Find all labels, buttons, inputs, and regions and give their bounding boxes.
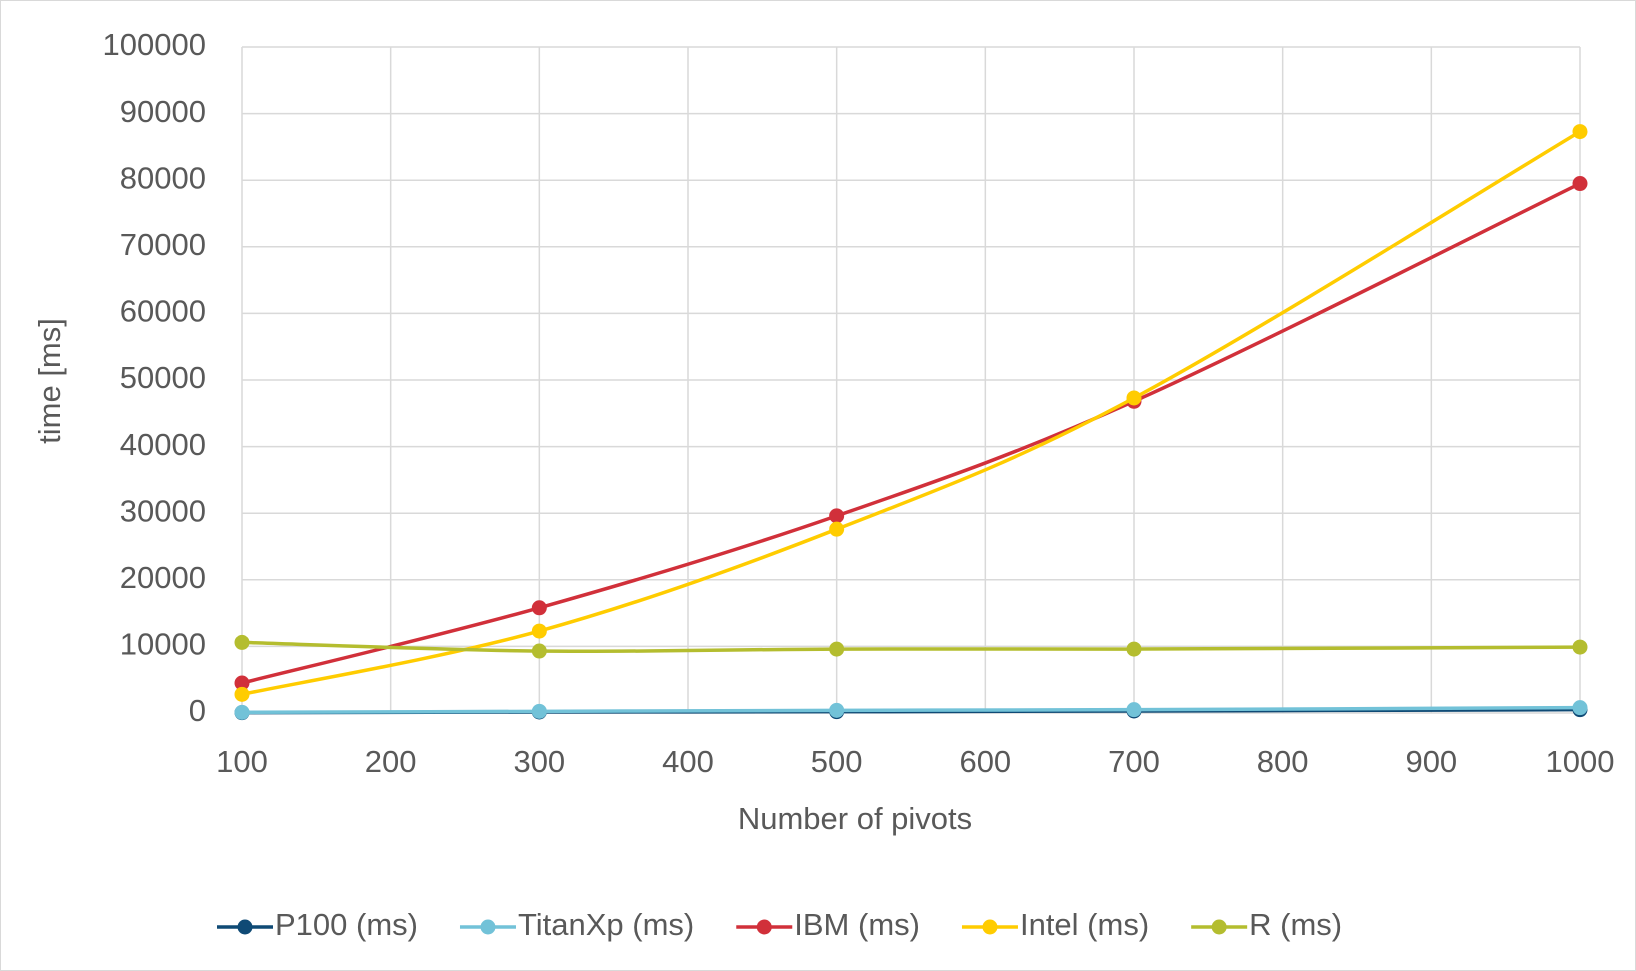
x-tick-label: 500 — [811, 744, 863, 779]
legend-label: TitanXp (ms) — [518, 907, 694, 942]
series-marker — [1572, 700, 1588, 716]
x-axis-label: Number of pivots — [738, 801, 972, 836]
x-tick-label: 1000 — [1546, 744, 1615, 779]
series-marker — [1572, 639, 1588, 655]
y-tick-label: 70000 — [120, 227, 206, 262]
y-tick-label: 80000 — [120, 160, 206, 195]
x-tick-label: 700 — [1108, 744, 1160, 779]
y-axis-label: time [ms] — [32, 318, 67, 444]
legend-marker — [756, 919, 772, 935]
series-marker — [234, 704, 250, 720]
series-line — [241, 705, 1581, 715]
y-tick-label: 10000 — [120, 627, 206, 662]
legend-label: R (ms) — [1249, 907, 1342, 942]
series-marker — [1572, 176, 1588, 192]
series-marker — [234, 675, 250, 691]
series-marker — [531, 600, 547, 616]
y-tick-label: 90000 — [120, 94, 206, 129]
x-tick-label: 900 — [1405, 744, 1457, 779]
y-tick-label: 50000 — [120, 360, 206, 395]
series-marker — [829, 641, 845, 657]
series-marker — [531, 643, 547, 659]
legend-marker — [1211, 919, 1227, 935]
x-tick-label: 100 — [216, 744, 268, 779]
series-marker — [1126, 641, 1142, 657]
series-marker — [829, 702, 845, 718]
y-tick-label: 60000 — [120, 294, 206, 329]
legend-label: Intel (ms) — [1020, 907, 1149, 942]
y-tick-label: 100000 — [103, 27, 206, 62]
series-marker — [829, 521, 845, 537]
series-line — [241, 181, 1581, 685]
series-marker — [1126, 702, 1142, 718]
legend-label: IBM (ms) — [794, 907, 920, 942]
series-marker — [829, 508, 845, 524]
y-tick-label: 0 — [189, 693, 206, 728]
series-marker — [234, 686, 250, 702]
legend-marker — [480, 919, 496, 935]
series-marker — [1126, 390, 1142, 406]
legend-marker — [237, 919, 253, 935]
x-tick-label: 300 — [513, 744, 565, 779]
x-tick-label: 800 — [1257, 744, 1309, 779]
series-marker — [1572, 124, 1588, 140]
series-line — [241, 130, 1581, 697]
series-line — [241, 640, 1581, 654]
x-tick-label: 400 — [662, 744, 714, 779]
legend-label: P100 (ms) — [275, 907, 418, 942]
x-tick-label: 200 — [365, 744, 417, 779]
series-marker — [531, 703, 547, 719]
series-marker — [234, 634, 250, 650]
series-marker — [531, 623, 547, 639]
y-tick-label: 20000 — [120, 560, 206, 595]
y-tick-label: 40000 — [120, 427, 206, 462]
y-tick-label: 30000 — [120, 493, 206, 528]
x-tick-label: 600 — [959, 744, 1011, 779]
legend-marker — [982, 919, 998, 935]
